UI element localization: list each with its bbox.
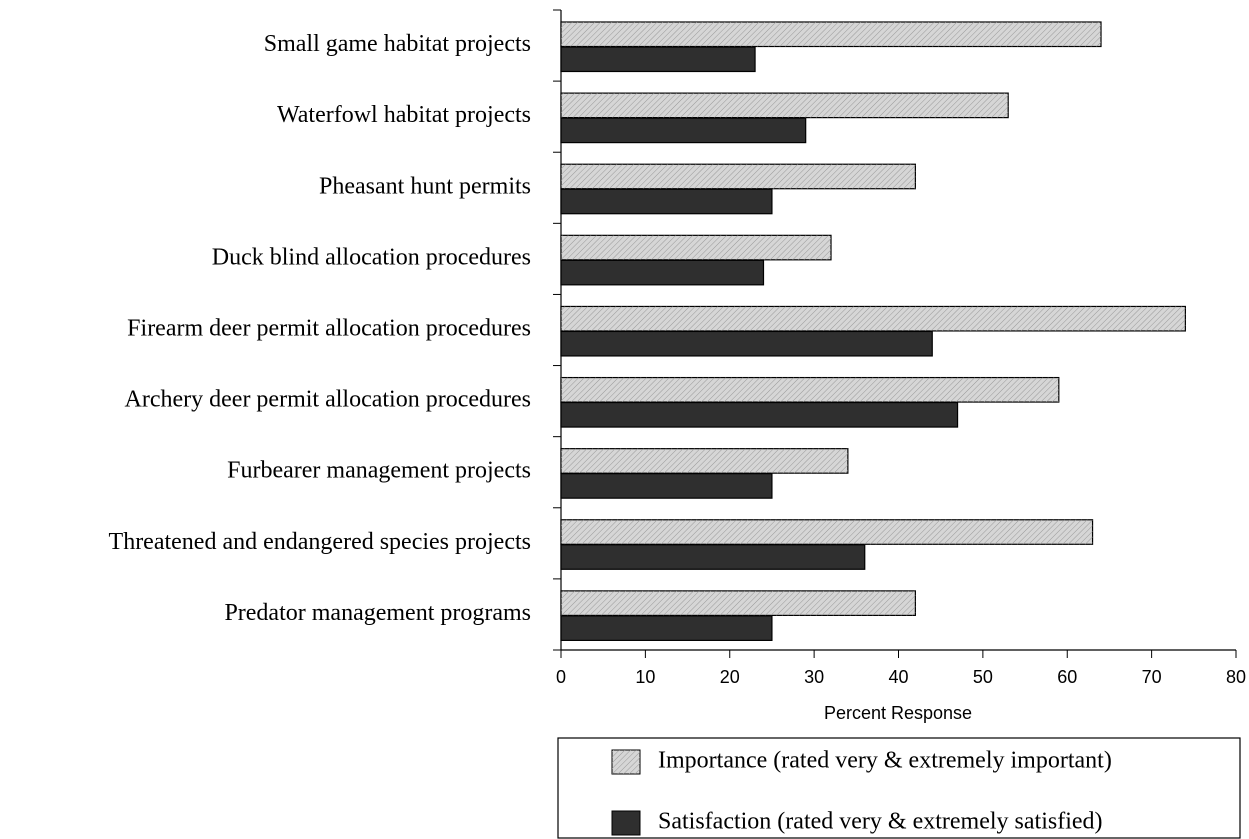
legend-label: Satisfaction (rated very & extremely sat… bbox=[658, 809, 1103, 835]
bar bbox=[560, 117, 807, 144]
bar bbox=[560, 448, 849, 474]
bar bbox=[560, 615, 773, 641]
bar bbox=[560, 330, 933, 357]
x-tick-label: 0 bbox=[556, 667, 566, 687]
bar bbox=[560, 401, 959, 428]
bar bbox=[560, 163, 916, 190]
bar bbox=[560, 188, 773, 215]
bar bbox=[560, 519, 1094, 545]
bar bbox=[560, 259, 765, 286]
category-label: Small game habitat projects bbox=[264, 31, 531, 57]
bar bbox=[560, 92, 1009, 119]
bar bbox=[560, 305, 1186, 332]
x-tick-label: 10 bbox=[635, 667, 655, 687]
bar bbox=[560, 21, 1102, 48]
legend-swatch-hatch bbox=[612, 750, 640, 774]
x-tick-label: 20 bbox=[720, 667, 740, 687]
legend-swatch bbox=[611, 810, 641, 836]
legend bbox=[557, 737, 1241, 839]
bar bbox=[560, 473, 773, 499]
category-label: Predator management programs bbox=[224, 600, 531, 626]
bar bbox=[560, 234, 832, 261]
category-label: Archery deer permit allocation procedure… bbox=[125, 387, 531, 413]
x-tick-label: 80 bbox=[1226, 667, 1246, 687]
x-tick-label: 60 bbox=[1057, 667, 1077, 687]
category-label: Pheasant hunt permits bbox=[319, 173, 531, 199]
bar bbox=[560, 590, 916, 616]
x-tick-label: 30 bbox=[804, 667, 824, 687]
category-label: Waterfowl habitat projects bbox=[277, 102, 531, 128]
legend-label: Importance (rated very & extremely impor… bbox=[658, 748, 1112, 774]
x-tick-label: 40 bbox=[888, 667, 908, 687]
category-label: Firearm deer permit allocation procedure… bbox=[127, 316, 531, 342]
bar bbox=[560, 46, 756, 73]
bar bbox=[560, 544, 866, 570]
category-label: Duck blind allocation procedures bbox=[212, 244, 531, 270]
category-label: Threatened and endangered species projec… bbox=[109, 529, 531, 555]
x-tick-label: 70 bbox=[1142, 667, 1162, 687]
category-label: Furbearer management projects bbox=[227, 458, 531, 484]
x-tick-label: 50 bbox=[973, 667, 993, 687]
bar bbox=[560, 376, 1060, 403]
x-axis-label: Percent Response bbox=[824, 703, 972, 723]
